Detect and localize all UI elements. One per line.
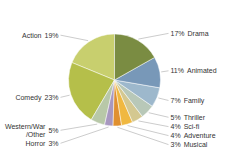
percent-label: 7%: [171, 97, 181, 104]
leader-line: [61, 124, 98, 130]
category-label: Thriller: [184, 114, 206, 121]
labels: 19%Action23%Comedy5%Western/War/Other3%H…: [5, 30, 217, 148]
leader-line: [138, 33, 168, 39]
leader-line: [158, 98, 168, 101]
leader-line: [61, 95, 70, 97]
leader-line: [61, 35, 89, 40]
leader-line: [161, 71, 168, 72]
label-line: Drama: [188, 30, 209, 37]
category-label: Musical: [184, 141, 208, 148]
label-line: Adventure: [184, 132, 216, 139]
leader-line: [138, 121, 168, 127]
category-label: Western/War/Other: [5, 123, 46, 138]
pie-slice: [115, 34, 155, 80]
leader-line: [149, 113, 169, 118]
label-line: Sci-fi: [184, 123, 200, 130]
pie-slice: [105, 80, 115, 126]
category-label: Animated: [187, 67, 217, 74]
percent-label: 17%: [171, 30, 185, 37]
category-label: Horror: [26, 140, 47, 147]
percent-label: 11%: [171, 67, 185, 74]
percent-label: 3%: [171, 141, 181, 148]
category-label: Comedy: [15, 94, 42, 102]
label-line: Thriller: [184, 114, 206, 121]
leader-line: [128, 126, 169, 136]
leader-line: [61, 127, 109, 143]
leader-line: [117, 127, 168, 144]
label-line: Musical: [184, 141, 208, 148]
percent-label: 23%: [44, 94, 58, 101]
percent-label: 3%: [48, 140, 58, 147]
percent-label: 19%: [44, 32, 58, 39]
pie: [68, 34, 160, 126]
percent-label: 5%: [171, 114, 181, 121]
chart: 19%Action23%Comedy5%Western/War/Other3%H…: [0, 0, 229, 160]
category-label: Family: [184, 97, 205, 105]
category-label: Action: [22, 32, 42, 39]
category-label: Sci-fi: [184, 123, 200, 130]
label-line: Comedy: [15, 94, 42, 102]
label-line: Horror: [26, 140, 47, 147]
label-line: /Other: [26, 131, 46, 138]
percent-label: 4%: [171, 132, 181, 139]
label-line: Animated: [187, 67, 217, 74]
category-label: Adventure: [184, 132, 216, 139]
percent-label: 5%: [48, 127, 58, 134]
category-label: Drama: [188, 30, 209, 37]
percent-label: 4%: [171, 123, 181, 130]
label-line: Western/War: [5, 123, 46, 130]
label-line: Action: [22, 32, 42, 39]
label-line: Family: [184, 97, 205, 105]
